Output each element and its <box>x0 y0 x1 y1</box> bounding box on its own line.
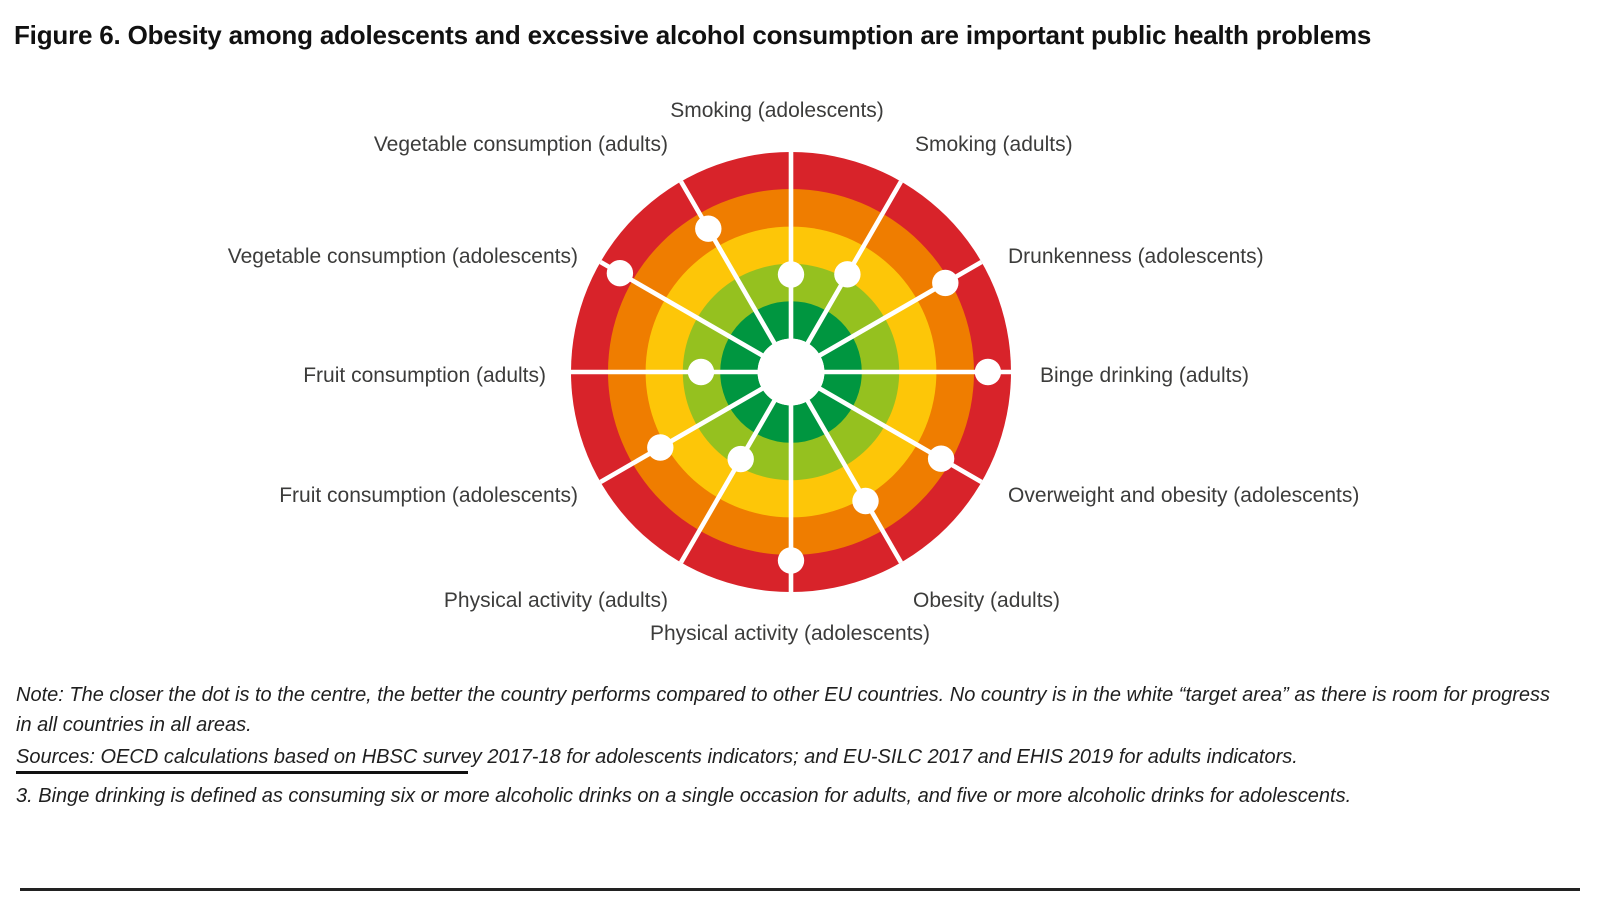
spoke-line <box>679 180 793 374</box>
target-centre <box>757 338 825 406</box>
page-bottom-rule <box>20 888 1580 891</box>
indicator-label-physical-activity-adolescents: Physical activity (adolescents) <box>649 622 931 645</box>
indicator-dot <box>927 445 955 472</box>
indicator-label-obesity-adults: Obesity (adults) <box>913 589 1061 612</box>
indicator-dot <box>695 215 722 242</box>
note-text: Note: The closer the dot is to the centr… <box>16 684 1551 736</box>
indicator-dot <box>834 261 861 288</box>
indicator-dot <box>777 547 805 574</box>
indicator-dot <box>727 445 754 473</box>
spoke-line <box>599 370 793 484</box>
footnote-separator <box>16 771 468 774</box>
indicator-dot <box>777 261 805 288</box>
indicator-dot <box>974 358 1002 386</box>
indicator-label-fruit-consumption-adults: Fruit consumption (adults) <box>303 364 546 387</box>
sources-text: Sources: OECD calculations based on HBSC… <box>16 746 1298 768</box>
indicator-label-fruit-consumption-adolescents: Fruit consumption (adolescents) <box>279 484 578 507</box>
indicator-label-smoking-adolescents: Smoking (adolescents) <box>670 99 884 122</box>
indicator-label-binge-drinking-adults: Binge drinking (adults) <box>1040 364 1249 387</box>
footnote-text: 3. Binge drinking is defined as consumin… <box>16 785 1352 807</box>
indicator-label-physical-activity-adults: Physical activity (adults) <box>443 589 668 612</box>
indicator-dot <box>852 487 879 515</box>
indicator-label-drunkenness-adolescents: Drunkenness (adolescents) <box>1008 245 1264 268</box>
indicator-label-vegetable-consumption-adolescents: Vegetable consumption (adolescents) <box>227 245 578 268</box>
indicator-label-smoking-adults: Smoking (adults) <box>915 133 1073 156</box>
spoke-line <box>599 260 793 374</box>
note-block: Note: The closer the dot is to the centr… <box>16 680 1568 772</box>
indicator-label-overweight-obesity-adolescents: Overweight and obesity (adolescents) <box>1008 484 1360 507</box>
indicator-label-vegetable-consumption-adults: Vegetable consumption (adults) <box>373 133 668 156</box>
indicator-dot <box>687 358 715 386</box>
indicator-dot <box>647 434 674 461</box>
spoke-line <box>789 370 903 564</box>
indicator-dot <box>932 269 959 297</box>
indicator-dot <box>606 260 634 287</box>
figure-title: Figure 6. Obesity among adolescents and … <box>14 20 1372 50</box>
target-chart <box>571 152 1011 592</box>
